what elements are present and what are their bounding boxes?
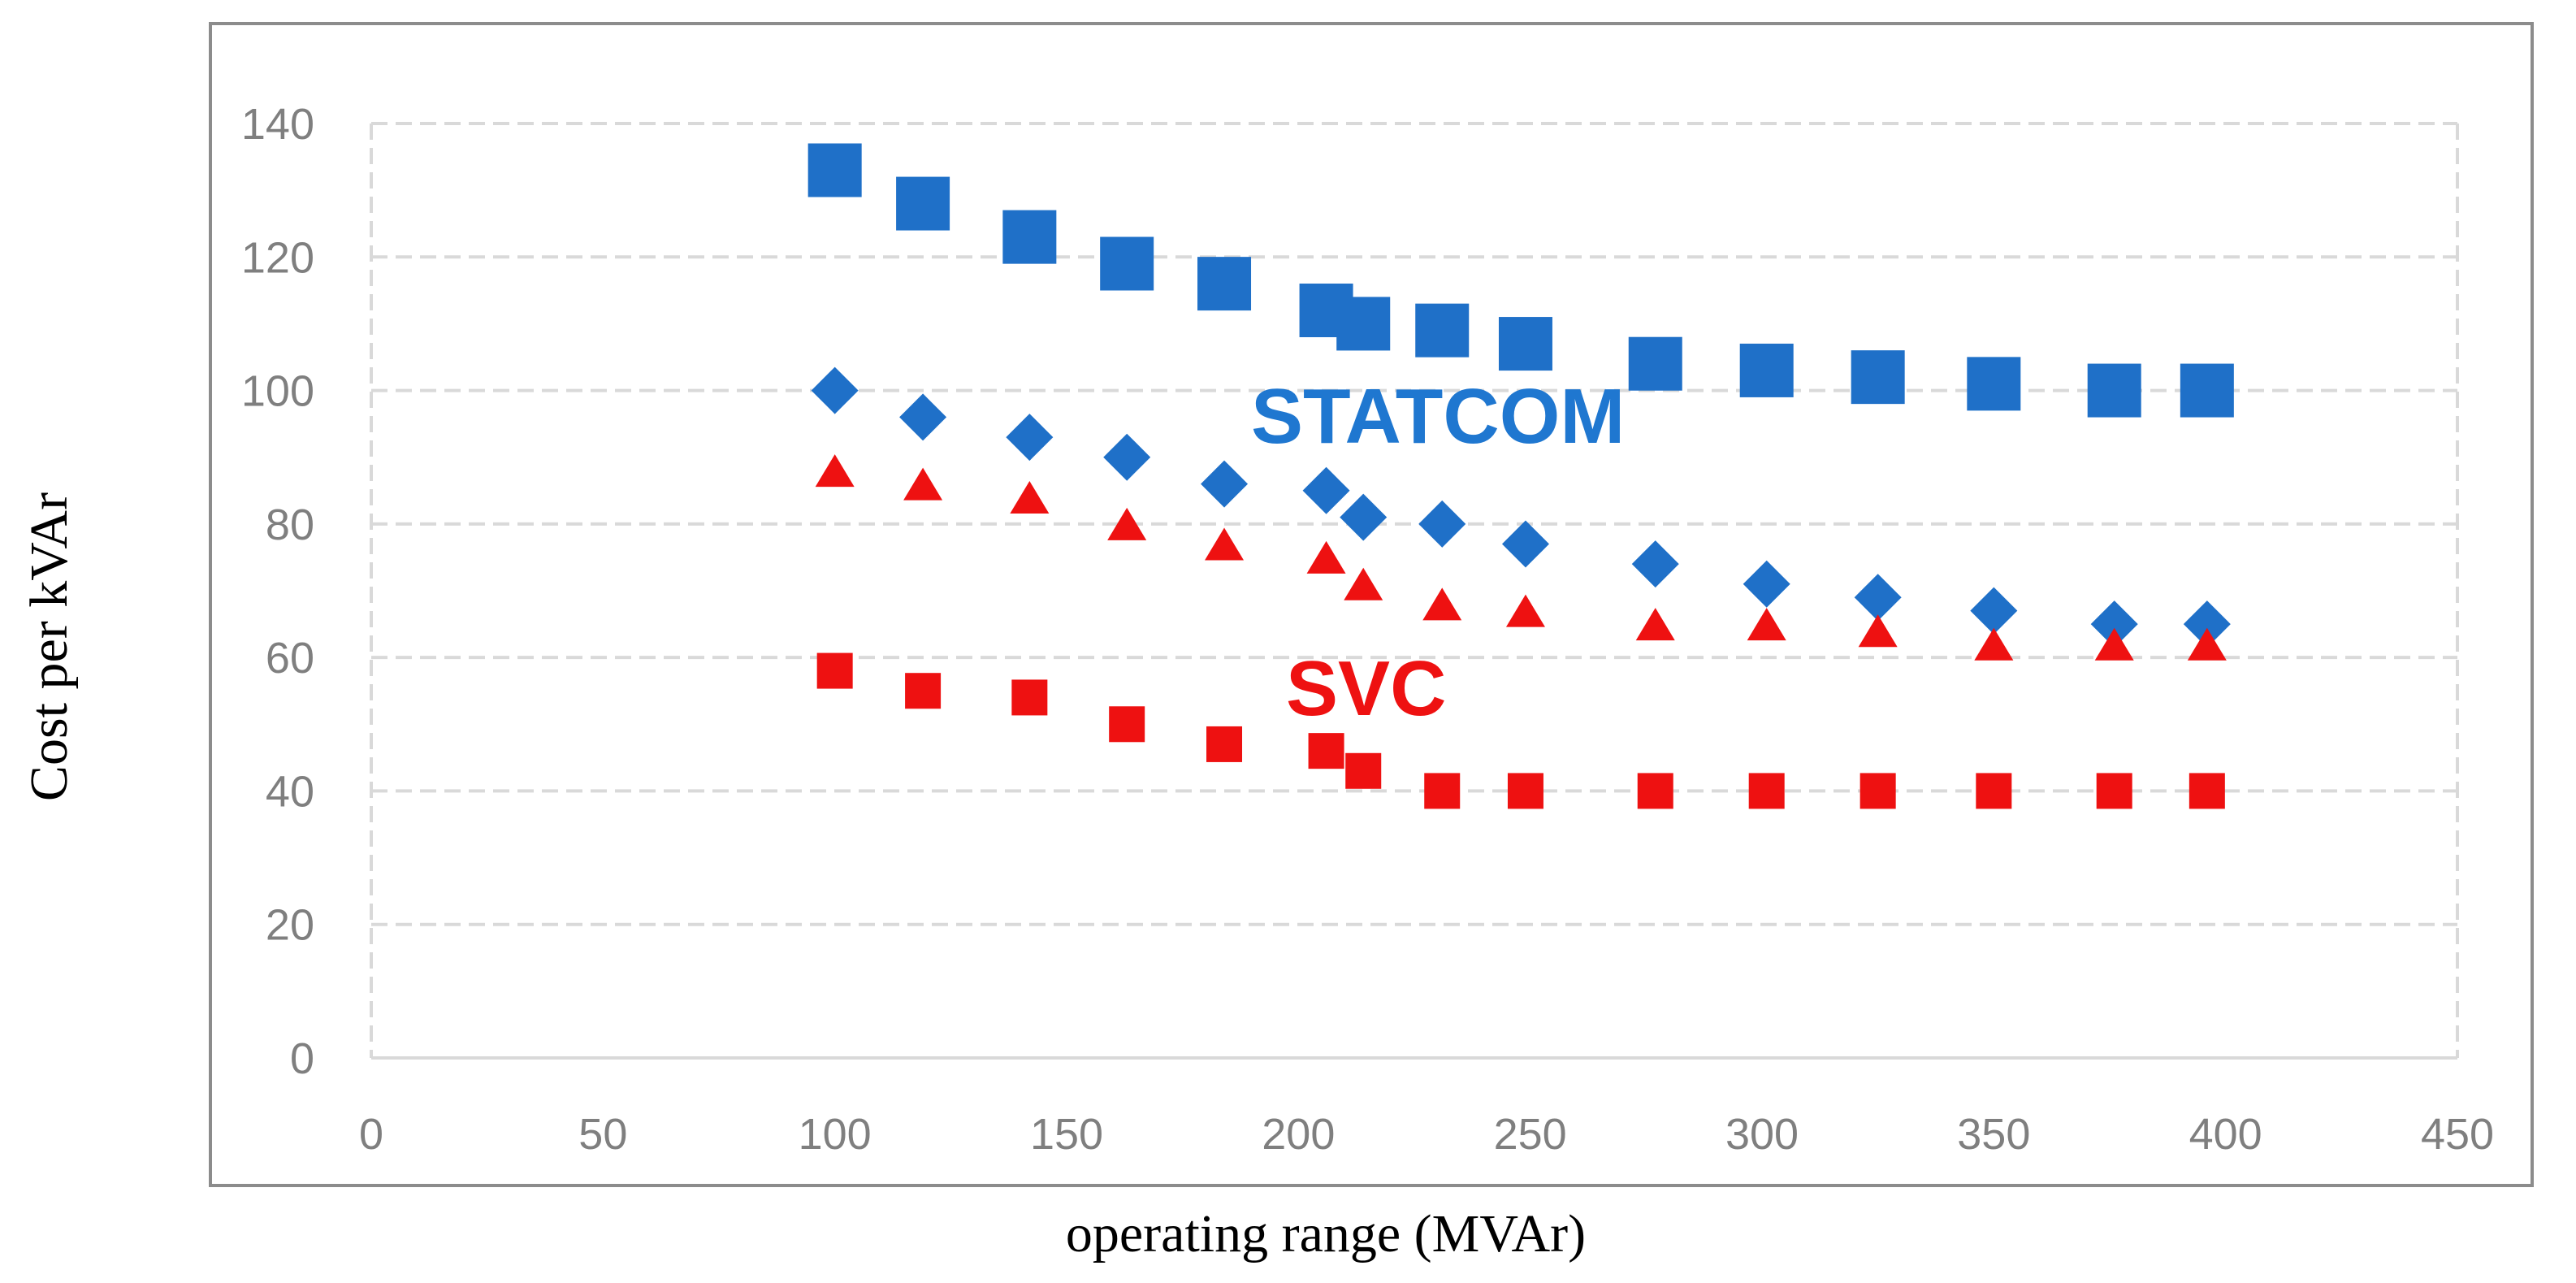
data-point-statcom-lower: [1340, 493, 1388, 541]
data-point-svc-upper: [2094, 627, 2134, 661]
x-tick-label: 0: [359, 1110, 383, 1159]
data-point-svc-lower: [816, 652, 853, 689]
data-point-svc-lower: [1109, 706, 1145, 743]
data-point-statcom-lower: [1418, 500, 1466, 548]
data-point-svc-lower: [1308, 733, 1344, 769]
data-point-svc-lower: [2189, 773, 2225, 809]
data-point-svc-lower: [1424, 773, 1461, 809]
chart-frame: [209, 22, 2534, 1187]
data-point-svc-upper: [1974, 627, 2014, 661]
x-tick-label: 350: [1957, 1110, 2030, 1159]
x-axis-title: operating range (MVAr): [1066, 1204, 1586, 1263]
data-point-svc-upper: [1422, 587, 1462, 621]
data-point-statcom-upper: [1415, 303, 1470, 358]
data-point-statcom-lower: [899, 393, 947, 441]
y-tick-label: 100: [241, 367, 314, 416]
x-tick-label: 300: [1725, 1110, 1799, 1159]
x-tick-label: 400: [2189, 1110, 2262, 1159]
x-tick-label: 250: [1494, 1110, 1567, 1159]
x-tick-label: 450: [2421, 1110, 2494, 1159]
data-point-svc-upper: [1107, 507, 1147, 540]
y-tick-label: 0: [290, 1034, 314, 1083]
data-point-statcom-upper: [2087, 363, 2141, 418]
x-tick-label: 50: [578, 1110, 627, 1159]
x-tick-label: 200: [1262, 1110, 1335, 1159]
data-point-svc-upper: [1344, 567, 1383, 600]
y-tick-label: 20: [266, 901, 314, 950]
y-tick-label: 120: [241, 233, 314, 282]
svc-annotation: SVC: [1286, 645, 1446, 732]
data-point-svc-upper: [1747, 608, 1786, 641]
y-axis-title: Cost per kVAr: [19, 492, 79, 801]
data-point-statcom-lower: [811, 366, 859, 414]
data-point-statcom-lower: [1302, 466, 1350, 514]
data-point-svc-upper: [2187, 627, 2227, 661]
y-tick-label: 40: [266, 767, 314, 816]
data-point-svc-lower: [905, 673, 942, 709]
data-marks: [807, 143, 2234, 809]
data-point-svc-upper: [1205, 527, 1245, 561]
data-point-svc-lower: [2096, 773, 2132, 809]
data-point-svc-lower: [1976, 773, 2012, 809]
data-point-statcom-upper: [1967, 357, 2021, 411]
data-point-svc-lower: [1748, 773, 1785, 809]
data-point-statcom-lower: [1006, 414, 1054, 462]
data-point-statcom-upper: [1100, 236, 1154, 291]
y-tick-label: 60: [266, 634, 314, 683]
data-point-statcom-lower: [1201, 460, 1249, 508]
data-point-statcom-lower: [1854, 574, 1902, 622]
data-point-statcom-upper: [2180, 363, 2234, 418]
data-point-svc-lower: [1206, 726, 1243, 762]
data-point-statcom-upper: [1197, 257, 1252, 311]
data-point-svc-upper: [1306, 540, 1346, 574]
data-point-statcom-lower: [1103, 433, 1151, 481]
data-point-svc-lower: [1011, 679, 1048, 716]
data-point-statcom-upper: [1336, 297, 1391, 351]
data-point-svc-lower: [1345, 752, 1382, 789]
data-point-svc-upper: [815, 454, 855, 488]
data-point-svc-upper: [903, 467, 943, 501]
x-tick-label: 100: [799, 1110, 872, 1159]
data-point-svc-upper: [1858, 614, 1898, 648]
y-tick-label: 80: [266, 501, 314, 549]
data-point-svc-upper: [1010, 481, 1050, 514]
data-point-statcom-lower: [1501, 520, 1549, 568]
data-point-svc-upper: [1635, 608, 1675, 641]
statcom-annotation: STATCOM: [1251, 373, 1625, 460]
data-point-statcom-upper: [807, 143, 862, 197]
axes: 0 20 40 60 80 100 120 140 0 50 100 150 200 250 300 350 4…: [241, 100, 2494, 1159]
data-point-statcom-upper: [896, 176, 950, 231]
data-point-svc-lower: [1507, 773, 1543, 809]
data-point-statcom-upper: [1739, 343, 1794, 397]
data-point-statcom-lower: [2090, 600, 2138, 648]
data-point-svc-upper: [1505, 594, 1545, 627]
data-point-svc-lower: [1637, 773, 1673, 809]
data-point-statcom-upper: [1628, 336, 1682, 391]
data-point-statcom-lower: [2183, 600, 2231, 648]
data-point-svc-lower: [1859, 773, 1896, 809]
y-tick-label: 140: [241, 100, 314, 149]
data-point-statcom-lower: [1631, 540, 1679, 588]
x-tick-label: 150: [1030, 1110, 1103, 1159]
data-point-statcom-lower: [1970, 587, 2018, 635]
data-point-statcom-upper: [1498, 317, 1552, 371]
data-point-statcom-lower: [1743, 560, 1790, 608]
data-point-statcom-upper: [1851, 350, 1905, 405]
data-point-statcom-upper: [1002, 210, 1057, 264]
